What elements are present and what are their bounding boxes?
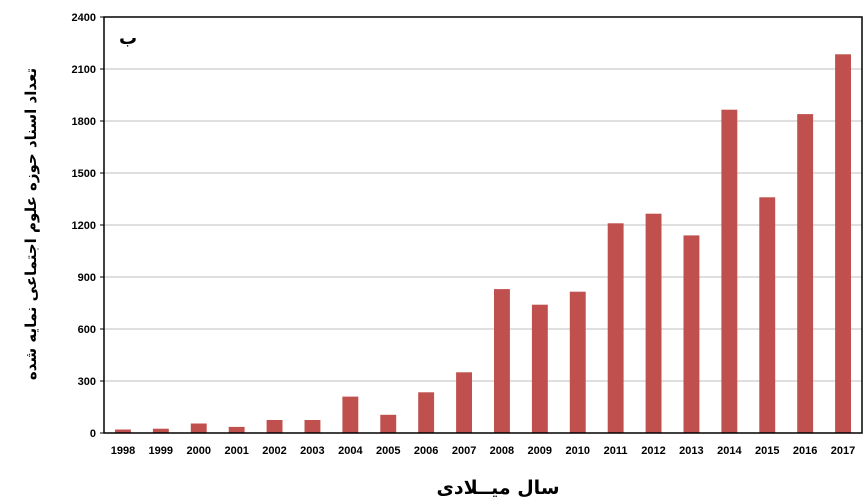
bar-2011 [607, 223, 624, 433]
x-tick-label-2014: 2014 [717, 445, 742, 457]
x-tick-label-2005: 2005 [376, 445, 400, 457]
bar-2002 [266, 420, 283, 433]
bar-2014 [721, 109, 738, 433]
bar-2016 [797, 114, 814, 433]
bar-2013 [683, 235, 700, 433]
x-tick-label-2016: 2016 [793, 445, 817, 457]
y-tick-label: 300 [78, 376, 96, 388]
y-tick-label: 1200 [72, 220, 96, 232]
x-tick-label-2011: 2011 [604, 445, 628, 457]
y-tick-label: 1800 [72, 116, 96, 128]
x-tick-label-2017: 2017 [831, 445, 855, 457]
x-tick-label-2004: 2004 [338, 445, 363, 457]
x-tick-label-2002: 2002 [262, 445, 286, 457]
gridlines [104, 68, 862, 382]
bar-2003 [304, 420, 321, 433]
x-tick-label-2001: 2001 [224, 445, 248, 457]
x-tick-label-1999: 1999 [149, 445, 173, 457]
bar-2009 [531, 304, 548, 433]
y-tick-label: 2400 [72, 12, 96, 24]
y-axis-title: تعداد اسناد حوزه علوم اجتماعی نمایه شده [22, 68, 40, 380]
panel-label: ب [119, 28, 137, 49]
bar-2015 [759, 197, 776, 433]
y-tick-label: 0 [90, 428, 96, 440]
x-tick-label-2003: 2003 [300, 445, 324, 457]
bar-2017 [835, 54, 851, 434]
x-tick-label-2007: 2007 [452, 445, 476, 457]
bar-1998 [115, 429, 131, 433]
bar-1999 [152, 428, 169, 433]
x-tick-label-2012: 2012 [641, 445, 665, 457]
y-tick-label: 900 [78, 272, 96, 284]
bar-2004 [342, 396, 359, 433]
x-tick-label-2010: 2010 [566, 445, 590, 457]
x-tick-labels: 1998 1999 2000 2001 2002 2003 2004 2005 2006 2007… [111, 445, 855, 457]
bar-2000 [190, 423, 207, 433]
y-tick-label: 2100 [72, 64, 96, 76]
bar-2007 [456, 372, 472, 433]
x-tick-label-2006: 2006 [414, 445, 438, 457]
x-axis-title: سال میــلادی [436, 477, 559, 499]
x-tick-label-2013: 2013 [679, 445, 703, 457]
bar-2010 [569, 291, 586, 433]
x-tick-label-2015: 2015 [755, 445, 779, 457]
bar-2005 [380, 414, 397, 433]
bar-2001 [228, 426, 245, 433]
x-tick-label-2008: 2008 [490, 445, 514, 457]
bar-2012 [645, 213, 662, 433]
x-tick-label-2009: 2009 [528, 445, 552, 457]
bar-2006 [418, 392, 435, 433]
y-tick-label: 1500 [72, 168, 96, 180]
y-tick-label: 600 [78, 324, 96, 336]
x-tick-label-2000: 2000 [187, 445, 211, 457]
x-tick-label-1998: 1998 [111, 445, 135, 457]
bars [115, 54, 851, 434]
y-tick-labels: 0 300 600 900 1200 1500 1800 2100 2400 [72, 12, 104, 440]
bar-2008 [494, 289, 510, 433]
